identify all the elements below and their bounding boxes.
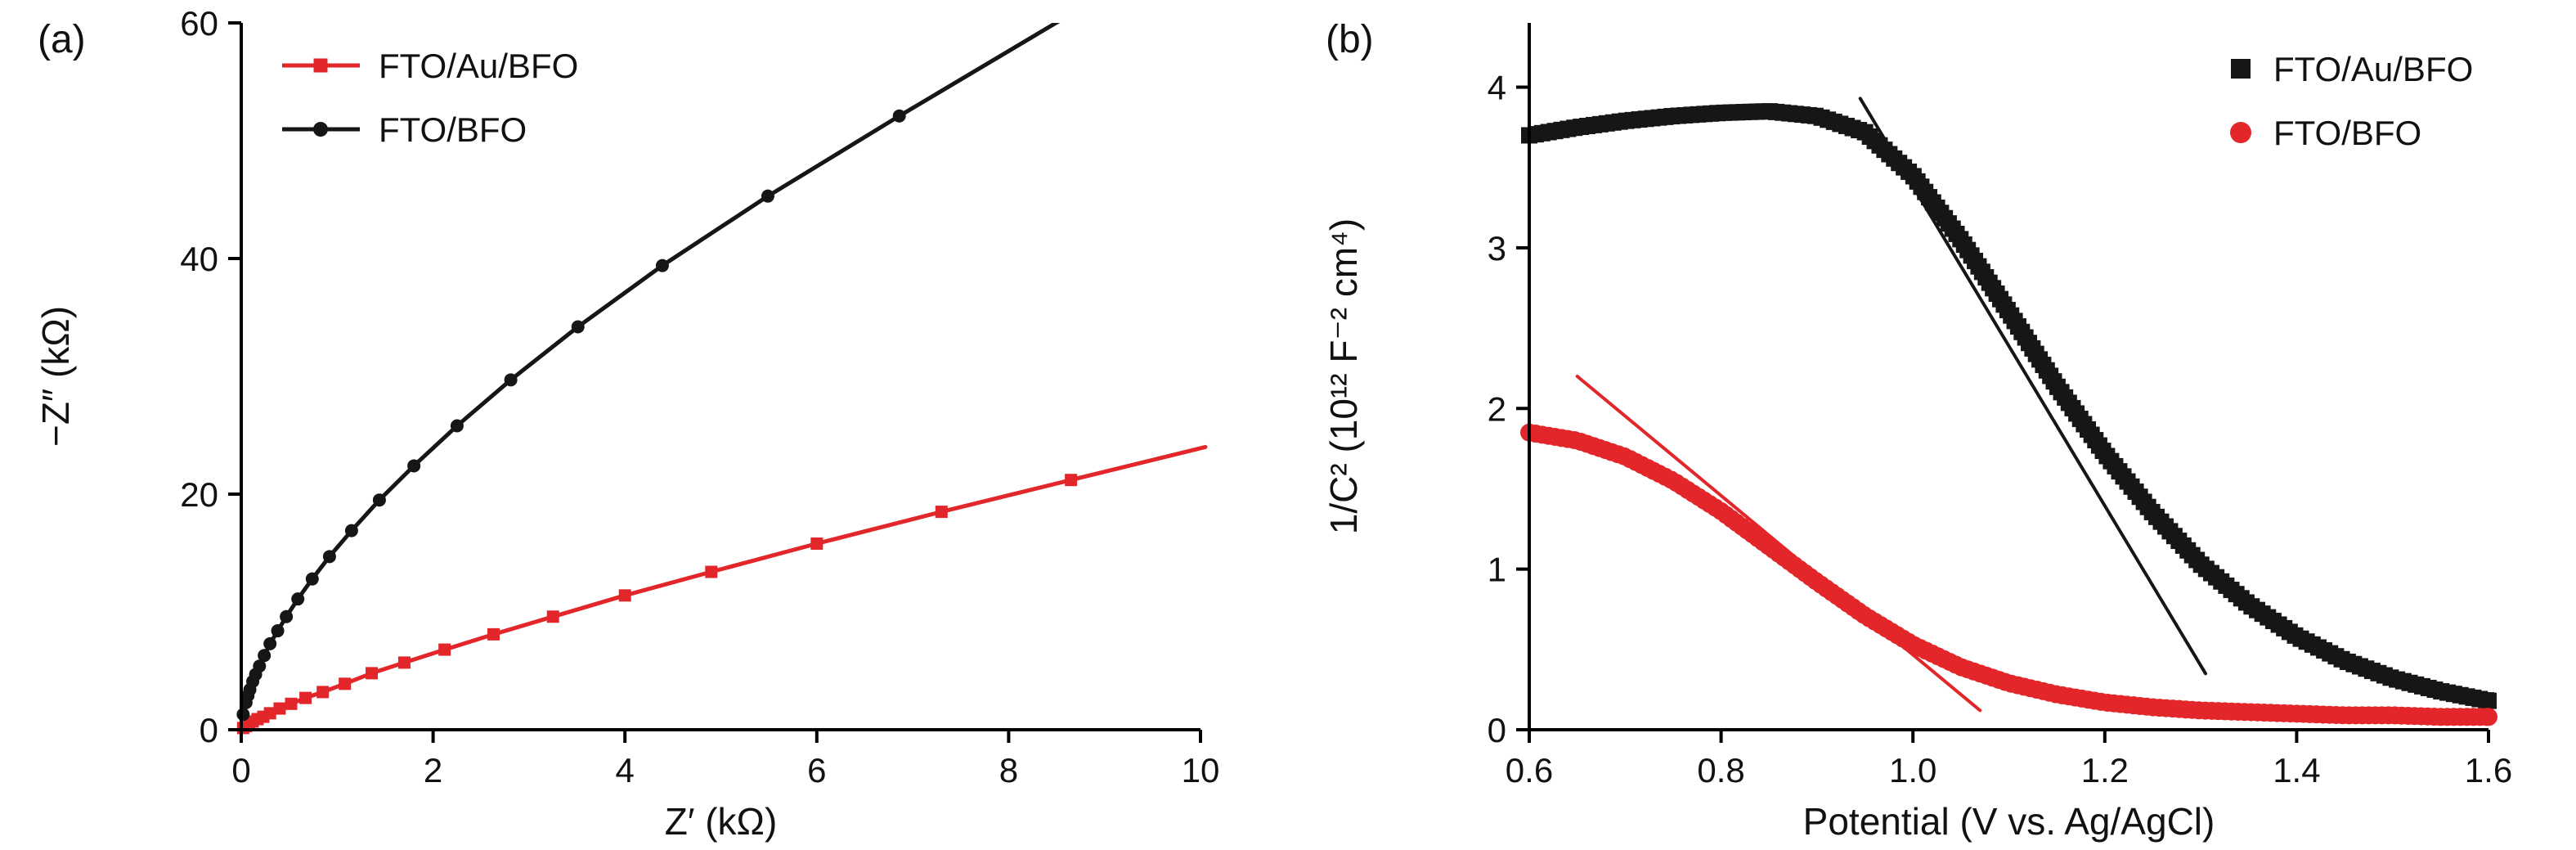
x-axis-label: Z′ (kΩ) [665, 800, 778, 843]
data-marker [2480, 692, 2497, 709]
data-marker [236, 708, 250, 722]
data-marker [487, 627, 500, 641]
data-marker [546, 610, 559, 623]
data-marker [438, 643, 451, 656]
data-marker [339, 677, 352, 690]
x-tick-label: 1.4 [2273, 751, 2320, 789]
data-marker [263, 636, 277, 650]
series-line-tangent-fto-au-bfo [1858, 97, 2207, 676]
data-marker [253, 659, 267, 673]
data-marker [618, 589, 631, 602]
data-marker [285, 697, 298, 710]
x-tick-label: 0 [231, 751, 250, 789]
legend-marker [2231, 59, 2251, 79]
y-tick-label: 3 [1488, 229, 1506, 268]
data-marker [322, 550, 336, 564]
x-tick-label: 0.6 [1506, 751, 1553, 789]
data-marker [291, 592, 305, 606]
legend-marker [313, 122, 328, 137]
series-line-fto-bfo [240, 23, 1061, 717]
data-marker [761, 189, 774, 203]
y-tick-label: 0 [200, 711, 218, 749]
data-marker [273, 702, 286, 715]
data-marker [397, 656, 411, 669]
data-marker [655, 259, 669, 272]
data-marker [504, 373, 518, 387]
plot-area [236, 23, 1208, 735]
plot-area [1520, 97, 2497, 726]
x-tick-label: 10 [1182, 751, 1220, 789]
x-axis-label: Potential (V vs. Ag/AgCl) [1803, 800, 2215, 843]
y-tick-label: 40 [180, 240, 218, 278]
y-axis-label: −Z″ (kΩ) [34, 306, 77, 447]
y-tick-label: 60 [180, 4, 218, 43]
y-axis-label: 1/C² (10¹² F⁻² cm⁴) [1322, 218, 1365, 534]
data-marker [271, 624, 285, 638]
data-marker [407, 459, 421, 473]
x-tick-label: 1.0 [1889, 751, 1936, 789]
x-tick-label: 1.2 [2081, 751, 2129, 789]
data-marker [892, 109, 906, 123]
legend-label: FTO/BFO [379, 110, 527, 149]
panel-letter: (a) [38, 18, 86, 61]
panel-letter: (b) [1326, 18, 1374, 61]
data-marker [258, 649, 272, 663]
series-line-fto-au-bfo [1526, 108, 2492, 704]
data-marker [263, 707, 276, 720]
legend-label: FTO/BFO [2273, 114, 2421, 152]
nyquist-chart: 0 2 4 6 8 10 0 20 40 60 Z′ (kΩ) −Z″ (kΩ) (a) FTO/Au/B… [34, 4, 1220, 843]
series-line-tangent-fto-bfo [1575, 375, 1982, 713]
data-marker [372, 493, 386, 507]
x-tick-label: 0.8 [1697, 751, 1744, 789]
data-marker [305, 572, 319, 586]
y-tick-label: 0 [1488, 711, 1506, 749]
data-marker [299, 691, 312, 704]
x-tick-label: 1.6 [2465, 751, 2512, 789]
data-marker [450, 419, 464, 433]
legend-marker [2230, 122, 2251, 143]
data-marker [366, 667, 379, 680]
x-tick-label: 2 [424, 751, 442, 789]
data-marker [571, 320, 585, 334]
y-tick-label: 20 [180, 475, 218, 514]
panel-b: 0.6 0.8 1.0 1.2 1.4 1.6 0 1 2 3 4 Potential (V vs. … [1288, 0, 2576, 850]
y-tick-label: 1 [1488, 551, 1506, 589]
data-marker [1065, 474, 1078, 487]
legend-marker [313, 58, 328, 73]
data-marker [935, 506, 948, 519]
mott-schottky-chart: 0.6 0.8 1.0 1.2 1.4 1.6 0 1 2 3 4 Potential (V vs. … [1322, 18, 2512, 843]
legend-label: FTO/Au/BFO [379, 47, 578, 85]
data-marker [2480, 708, 2497, 726]
y-tick-label: 4 [1488, 69, 1506, 107]
x-tick-label: 6 [807, 751, 826, 789]
x-tick-label: 8 [999, 751, 1018, 789]
data-marker [344, 524, 358, 537]
y-tick-label: 2 [1488, 389, 1506, 428]
data-marker [810, 537, 824, 550]
data-marker [316, 686, 330, 699]
panel-a: 0 2 4 6 8 10 0 20 40 60 Z′ (kΩ) −Z″ (kΩ) (a) FTO/Au/B… [34, 4, 1220, 843]
legend-label: FTO/Au/BFO [2273, 50, 2473, 88]
data-marker [280, 609, 294, 623]
x-tick-label: 4 [616, 751, 635, 789]
data-marker [705, 565, 718, 578]
